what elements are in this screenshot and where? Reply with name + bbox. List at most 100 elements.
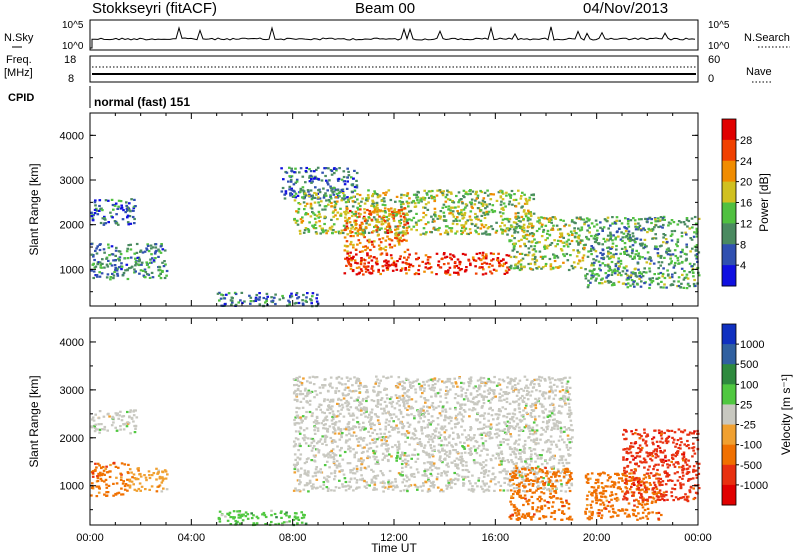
echo-cell — [663, 283, 666, 285]
echo-cell — [586, 229, 589, 231]
echo-cell — [392, 214, 395, 216]
echo-cell — [559, 448, 562, 450]
echo-cell — [418, 421, 421, 423]
echo-cell — [455, 220, 458, 222]
echo-cell — [351, 184, 354, 186]
echo-cell — [354, 186, 357, 188]
echo-cell — [350, 268, 353, 270]
echo-cell — [677, 263, 680, 265]
echo-cell — [399, 237, 402, 239]
echo-cell — [285, 190, 288, 192]
echo-cell — [572, 249, 575, 251]
echo-cell — [346, 233, 349, 235]
echo-cell — [348, 433, 351, 435]
echo-cell — [348, 409, 351, 411]
echo-cell — [594, 280, 597, 282]
echo-cell — [595, 259, 598, 261]
echo-cell — [422, 485, 425, 487]
echo-cell — [467, 400, 470, 402]
echo-cell — [402, 261, 405, 263]
echo-cell — [133, 253, 136, 255]
echo-cell — [165, 470, 168, 472]
colorbar-segment — [722, 119, 736, 140]
echo-cell — [374, 208, 377, 210]
echo-cell — [401, 467, 404, 469]
echo-cell — [345, 394, 348, 396]
echo-cell — [372, 450, 375, 452]
echo-cell — [513, 467, 516, 469]
echo-cell — [388, 486, 391, 488]
echo-cell — [430, 231, 433, 233]
echo-cell — [382, 223, 385, 225]
echo-cell — [316, 442, 319, 444]
echo-cell — [409, 424, 412, 426]
echo-cell — [604, 281, 607, 283]
echo-cell — [446, 455, 449, 457]
echo-cell — [124, 257, 127, 259]
echo-cell — [453, 256, 456, 258]
echo-cell — [566, 253, 569, 255]
echo-cell — [556, 225, 559, 227]
echo-cell — [301, 421, 304, 423]
echo-cell — [332, 399, 335, 401]
echo-cell — [344, 383, 347, 385]
echo-cell — [374, 484, 377, 486]
echo-cell — [550, 265, 553, 267]
echo-cell — [512, 401, 515, 403]
echo-cell — [481, 224, 484, 226]
echo-cell — [376, 213, 379, 215]
echo-cell — [317, 427, 320, 429]
echo-cell — [469, 482, 472, 484]
echo-cell — [640, 280, 643, 282]
echo-cell — [374, 442, 377, 444]
echo-cell — [479, 385, 482, 387]
echo-cell — [340, 399, 343, 401]
echo-cell — [390, 417, 393, 419]
echo-cell — [391, 211, 394, 213]
colorbar-tick-label: 8 — [740, 239, 746, 251]
echo-cell — [454, 483, 457, 485]
echo-cell — [474, 449, 477, 451]
echo-cell — [669, 258, 672, 260]
echo-cell — [657, 255, 660, 257]
echo-cell — [372, 489, 375, 491]
colorbar-title: Power [dB] — [757, 173, 771, 232]
echo-cell — [377, 269, 380, 271]
echo-cell — [526, 230, 529, 232]
echo-cell — [129, 468, 132, 470]
echo-cell — [391, 446, 394, 448]
echo-cell — [334, 470, 337, 472]
echo-cell — [299, 426, 302, 428]
echo-cell — [409, 381, 412, 383]
echo-cell — [112, 483, 115, 485]
echo-cell — [665, 287, 668, 289]
echo-cell — [628, 226, 631, 228]
echo-cell — [539, 403, 542, 405]
echo-cell — [683, 270, 686, 272]
echo-cell — [360, 457, 363, 459]
echo-cell — [322, 454, 325, 456]
echo-cell — [385, 240, 388, 242]
echo-cell — [543, 417, 546, 419]
echo-cell — [612, 243, 615, 245]
echo-cell — [302, 437, 305, 439]
echo-cell — [467, 476, 470, 478]
echo-cell — [330, 437, 333, 439]
echo-cell — [510, 454, 513, 456]
echo-cell — [652, 228, 655, 230]
echo-cell — [490, 480, 493, 482]
echo-cell — [568, 409, 571, 411]
echo-cell — [364, 220, 367, 222]
echo-cell — [413, 438, 416, 440]
echo-cell — [445, 386, 448, 388]
echo-cell — [400, 270, 403, 272]
echo-cell — [511, 204, 514, 206]
echo-cell — [367, 416, 370, 418]
echo-cell — [553, 418, 556, 420]
echo-cell — [321, 172, 324, 174]
echo-cell — [106, 264, 109, 266]
echo-cell — [331, 191, 334, 193]
echo-cell — [660, 272, 663, 274]
echo-cell — [333, 187, 336, 189]
echo-cell — [367, 262, 370, 264]
